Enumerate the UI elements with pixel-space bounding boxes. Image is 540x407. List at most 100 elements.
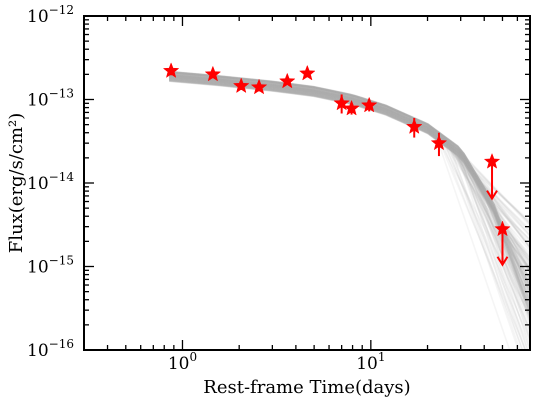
model-realization-line [169,71,530,273]
model-realization-line [169,71,530,270]
model-realization-line [169,71,530,308]
model-realization-line [169,74,530,269]
model-realization-line [169,71,530,312]
model-realization-line [169,73,530,237]
model-realization-line [169,74,530,282]
model-realization-line [169,75,530,249]
model-realization-line [169,74,530,261]
model-realization-line [169,74,521,350]
model-realization-line [169,74,530,257]
data-point-star [162,62,180,78]
model-realization-line [169,75,530,225]
model-realization-line [169,78,530,311]
model-realization-line [169,79,530,240]
data-point-star [278,72,296,89]
x-tick-label: 101 [356,350,385,374]
model-realization-line [169,74,530,284]
model-realization-line [169,73,530,248]
model-realization-line [169,76,530,318]
model-realization-line [169,77,530,272]
model-realization-line [169,71,530,296]
model-realization-line [169,76,530,331]
model-realization-line [169,79,530,237]
model-realization-line [169,74,530,267]
model-realization-line [169,77,530,300]
model-realization-line [169,78,530,321]
model-realization-line [169,79,530,311]
model-realization-line [169,70,530,292]
model-realization-line [169,79,530,224]
data-point-star [343,99,360,116]
model-realization-line [169,75,530,314]
model-realization-line [169,71,530,315]
model-realization-line [169,80,530,262]
model-realization-line [169,72,530,287]
model-realization-line [169,76,527,350]
model-realization-line [169,80,530,280]
y-tick-label: 10−14 [27,170,74,194]
model-realization-line [169,72,530,321]
model-realization-line [169,74,530,315]
model-realization-line [169,73,530,336]
model-realization-line [169,78,530,350]
model-realization-line [169,73,530,230]
model-realization-line [169,70,530,290]
model-realization-line [169,74,530,308]
model-realization-line [169,76,530,248]
model-realization-line [169,70,530,227]
model-realization-line [169,71,530,265]
data-point-star [299,64,316,81]
model-realization-line [169,74,530,312]
model-realization-line [169,70,530,249]
model-realization-line [169,75,530,286]
model-realization-line [169,71,530,293]
model-realization-line [169,79,530,324]
x-tick-label: 100 [168,350,197,374]
model-realization-line [169,77,530,317]
model-realization-line [169,74,530,313]
model-realization-line [169,78,530,287]
model-realization-line [169,71,530,317]
data-points [162,62,511,267]
model-realization-line [169,77,530,324]
model-realization-line [169,79,527,350]
model-band [169,70,530,350]
data-point-star [483,152,501,169]
model-realization-line [169,74,530,296]
model-realization-line [169,71,530,260]
model-realization-line [169,71,530,249]
model-realization-line [169,78,530,287]
model-realization-line [169,76,530,291]
model-realization-line [169,79,530,269]
model-realization-line [169,73,530,274]
model-realization-line [169,74,530,263]
model-realization-line [169,73,530,306]
x-axis-title: Rest-frame Time(days) [203,377,410,398]
model-realization-line [169,73,530,241]
upper-limit-arrow-head [496,256,509,267]
model-realization-line [169,79,530,331]
model-realization-line [169,72,530,307]
y-tick-label: 10−13 [27,87,74,111]
model-realization-line [169,71,530,245]
upper-limit-arrow-head [486,190,498,201]
model-realization-line [169,73,530,255]
model-realization-line [169,75,511,350]
model-realization-line [169,78,530,271]
y-tick-label: 10−16 [27,337,74,361]
model-realization-line [169,77,530,271]
model-realization-line [169,73,530,303]
model-realization-line [169,71,530,295]
model-realization-line [169,71,530,291]
model-realization-line [169,76,530,295]
model-realization-line [169,75,530,286]
data-point-star [405,118,423,134]
model-realization-line [169,76,529,350]
model-realization-line [169,78,530,317]
model-realization-line [169,76,530,233]
model-realization-line [169,76,530,263]
model-realization-line [169,70,530,286]
model-realization-line [169,77,530,302]
model-realization-line [169,79,530,319]
